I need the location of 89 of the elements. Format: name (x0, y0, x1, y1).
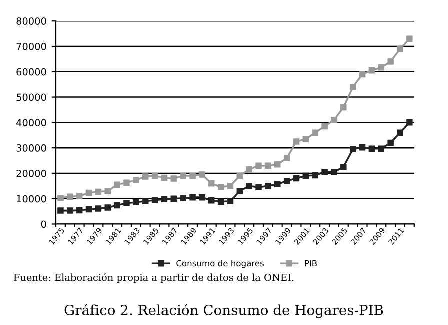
point (114, 182, 120, 188)
point (378, 64, 385, 71)
point (86, 206, 92, 213)
point (104, 188, 111, 194)
point (236, 188, 244, 194)
point (265, 162, 272, 169)
point (388, 58, 394, 65)
y-tick-label: 0 (41, 220, 46, 228)
point (368, 146, 376, 152)
point (340, 104, 347, 111)
point (350, 146, 356, 152)
point (142, 198, 149, 205)
point (274, 181, 281, 188)
point (199, 172, 206, 178)
point (86, 190, 92, 196)
point (246, 183, 252, 190)
point (58, 194, 64, 202)
point (218, 198, 224, 206)
y-tick-label: 50000 (16, 94, 46, 102)
point (152, 197, 158, 204)
point (161, 196, 168, 202)
point (76, 193, 83, 200)
y-tick-label: 20000 (16, 170, 46, 178)
point (190, 172, 196, 180)
point (142, 174, 149, 180)
y-tick-label: 30000 (16, 144, 46, 152)
point (256, 184, 262, 191)
point (331, 169, 338, 176)
point (331, 117, 338, 124)
point (67, 194, 74, 200)
point (208, 198, 215, 204)
point (227, 198, 234, 205)
point (67, 208, 74, 214)
point (76, 207, 83, 214)
text: Gráfico 2. Relación Consumo de Hogares-PIB (64, 304, 384, 318)
point (190, 194, 196, 201)
point (218, 184, 224, 190)
point (302, 172, 310, 180)
point (265, 183, 272, 190)
point (397, 46, 404, 52)
point (312, 172, 318, 179)
point (406, 120, 413, 126)
point (104, 204, 111, 211)
point (312, 130, 318, 136)
point (180, 172, 186, 180)
y-tick-label: 70000 (16, 42, 46, 50)
point (236, 172, 244, 180)
point (95, 206, 102, 212)
point (378, 146, 385, 152)
point (350, 84, 356, 90)
source-note: Fuente: Elaboración propia a partir de datos de la ONEI. (14, 273, 294, 284)
point (208, 180, 215, 187)
point (170, 176, 178, 182)
point (161, 174, 168, 182)
y-tick-label: 10000 (17, 195, 46, 203)
point (284, 155, 290, 162)
point (397, 130, 404, 136)
point (170, 196, 178, 202)
point (246, 166, 252, 173)
point (359, 144, 366, 151)
point (359, 71, 366, 78)
legend-label: Consumo de hogares (176, 260, 264, 268)
y-tick-label: 40000 (16, 119, 46, 127)
point (256, 162, 262, 169)
y-tick-label: 80000 (16, 18, 46, 25)
point (388, 140, 394, 146)
point (124, 180, 130, 186)
point (180, 195, 186, 202)
point (293, 175, 300, 182)
point (302, 136, 310, 142)
point (274, 161, 281, 168)
point (58, 208, 64, 214)
point (340, 164, 347, 170)
point (293, 138, 300, 145)
point (322, 169, 328, 176)
point (152, 172, 158, 180)
point (133, 199, 140, 206)
point (227, 183, 234, 190)
point (199, 194, 206, 201)
point (114, 202, 120, 209)
point (133, 176, 140, 184)
point (322, 123, 328, 130)
point (95, 188, 102, 196)
point (406, 36, 413, 42)
legend-label: PIB (305, 260, 317, 267)
point (124, 200, 130, 207)
point (284, 178, 290, 184)
point (368, 68, 376, 74)
y-tick-label: 60000 (16, 68, 46, 76)
